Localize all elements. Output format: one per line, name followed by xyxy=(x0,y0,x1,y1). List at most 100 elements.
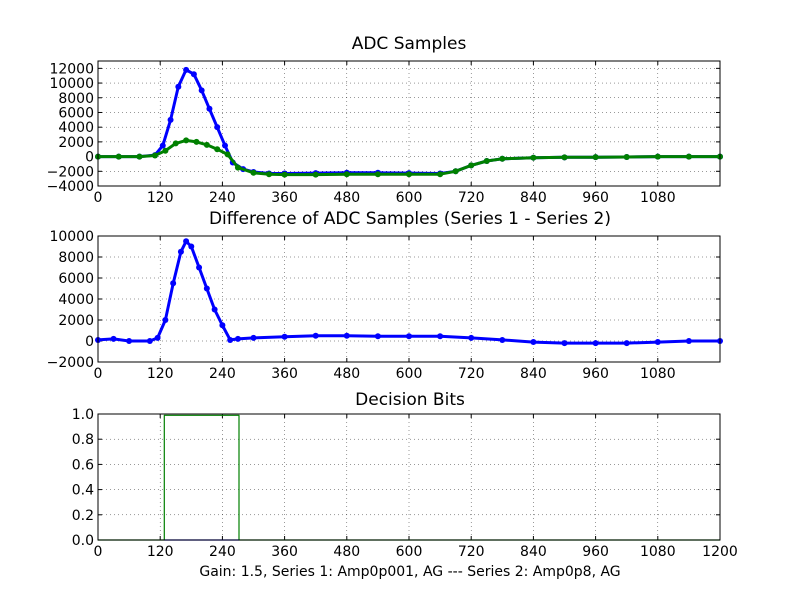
panel-3-xtick-label-840: 840 xyxy=(520,544,547,560)
panel-1-series-2-point-2 xyxy=(136,153,143,160)
panel-2-xtick-label-240: 240 xyxy=(209,366,236,382)
panel-2-ytick-label-6000: 6000 xyxy=(58,271,94,287)
panel-2-series-1-point-17 xyxy=(281,333,288,340)
panel-2-series-1-point-29 xyxy=(654,339,661,346)
panel-3-ytick-label-0m8: 0.8 xyxy=(72,432,94,448)
panel-2-series-1-point-6 xyxy=(170,280,177,287)
panel-1-series-1-point-10 xyxy=(206,105,213,112)
panel-1-series xyxy=(95,66,723,178)
panel-1-series-1-point-12 xyxy=(221,142,228,149)
panel-2-ticks: 0 120 240 360 480 600 720 840 960 1080−2000020004… xyxy=(47,229,720,382)
panel-2-series-1-point-5 xyxy=(162,317,169,323)
panel-2-series-1-point-20 xyxy=(374,333,381,340)
panel-2-xtick-label-600: 600 xyxy=(396,366,423,382)
panel-2-xtick-label-840: 840 xyxy=(520,366,547,382)
panel-3-ytick-label-0: 0.0 xyxy=(72,533,94,549)
panel-1-series-2-point-10 xyxy=(224,151,231,158)
panel-2-series-1-point-12 xyxy=(211,306,218,313)
panel-2-xtick-label-960: 960 xyxy=(582,366,609,382)
panel-1-series-2-point-16 xyxy=(343,171,350,178)
panel-2-xtick-label-0: 0 xyxy=(94,366,103,382)
panel-3-title: Decision Bits xyxy=(355,390,465,410)
panel-difference: Difference of ADC Samples (Series 1 - Se… xyxy=(47,209,723,382)
panel-1-series-2-point-13 xyxy=(266,171,273,178)
panel-3-ytick-label-1: 1.0 xyxy=(72,407,94,423)
panel-3-xtick-label-1080: 1080 xyxy=(640,544,676,560)
panel-3-xtick-label-240: 240 xyxy=(209,544,236,560)
panel-1-series-1-point-9 xyxy=(198,87,205,94)
panel-1-series-2-point-27 xyxy=(623,153,630,160)
panel-1-series-2-point-7 xyxy=(193,138,200,145)
panel-1-series-2-point-4 xyxy=(162,147,169,154)
panel-2-series-1-point-19 xyxy=(343,332,350,339)
panel-3-xtick-label-360: 360 xyxy=(271,544,298,560)
panel-1-xtick-label-600: 600 xyxy=(396,190,423,206)
panel-2-series-1-point-16 xyxy=(250,334,257,341)
panel-2-ytick-label-4000: 4000 xyxy=(58,292,94,308)
panel-1-series-2-point-18 xyxy=(406,171,412,178)
panel-1-ytick-label-4000: 4000 xyxy=(58,120,94,136)
panel-1-series-2-point-25 xyxy=(561,154,568,161)
panel-1-ytick-label-8000: 8000 xyxy=(58,91,94,107)
panel-2-series-1-point-9 xyxy=(188,243,195,250)
panel-2-xtick-label-720: 720 xyxy=(458,366,485,382)
panel-1-series-2-point-3 xyxy=(152,152,159,159)
panel-1-ytick-label-4000: −4000 xyxy=(47,179,94,195)
panel-2-ytick-label-2000: −2000 xyxy=(47,355,94,371)
panel-2-series-1-point-15 xyxy=(234,335,241,342)
panel-2-series-1-point-21 xyxy=(406,333,412,340)
panel-3-ytick-label-0m2: 0.2 xyxy=(72,508,94,524)
panel-2-series-1-point-8 xyxy=(183,238,190,245)
panel-1-xtick-label-240: 240 xyxy=(209,190,236,206)
panel-1-series-2-point-1 xyxy=(115,153,122,160)
panel-2-series-1-point-10 xyxy=(196,264,203,271)
panel-2-xtick-label-480: 480 xyxy=(333,366,360,382)
panel-3-ytick-label-0m4: 0.4 xyxy=(72,483,94,499)
panel-1-series-2-point-28 xyxy=(654,153,661,160)
panel-1-series-2-point-22 xyxy=(483,158,490,164)
panel-1-series-1-point-11 xyxy=(214,124,221,131)
panel-2-frame xyxy=(97,235,721,363)
panel-1-xtick-label-960: 960 xyxy=(582,190,609,206)
panel-2-series-1-point-2 xyxy=(126,338,133,344)
panel-adc-samples: ADC Samples 0 120 240 360 480 600 720 840 960 108… xyxy=(47,34,723,206)
panel-1-series-2-point-24 xyxy=(530,154,537,161)
panel-1-series-1-point-8 xyxy=(190,71,197,78)
panel-2-series-1-point-25 xyxy=(530,339,537,346)
panel-1-series-2-point-8 xyxy=(203,141,210,148)
panel-2-series-1-point-3 xyxy=(146,338,153,344)
panel-2-ytick-label-2000: 2000 xyxy=(58,313,94,329)
panel-1-series-1-point-5 xyxy=(167,116,174,123)
panel-1-ytick-label-12000: 12000 xyxy=(49,61,94,77)
panel-1-title: ADC Samples xyxy=(352,34,467,54)
panel-1-series-2-point-9 xyxy=(214,146,221,153)
panel-1-ytick-label-6000: 6000 xyxy=(58,105,94,121)
panel-1-series-2-point-12 xyxy=(250,169,257,176)
panel-2-series-1-point-7 xyxy=(177,248,184,255)
panel-1-series-2-point-11 xyxy=(234,164,241,171)
panel-3-xtick-label-120: 120 xyxy=(147,544,174,560)
panel-decision-bits: Decision Bits 0 120 240 360 480 600 720 840 960 1… xyxy=(72,390,738,580)
panel-1-xtick-label-840: 840 xyxy=(520,190,547,206)
panel-1-series-1-point-4 xyxy=(159,142,166,149)
panel-3-xtick-label-480: 480 xyxy=(333,544,360,560)
panel-2-title: Difference of ADC Samples (Series 1 - Se… xyxy=(209,209,611,229)
panel-1-series-1-point-7 xyxy=(183,66,190,73)
panel-1-series-2-point-15 xyxy=(312,171,319,178)
panel-2-series-1-point-13 xyxy=(219,322,226,329)
panel-2-series-1-point-30 xyxy=(685,338,692,344)
panel-2-series-1-point-1 xyxy=(110,335,117,342)
panel-2-ytick-label-8000: 8000 xyxy=(58,250,94,266)
panel-2-series-1-point-28 xyxy=(623,340,630,347)
panel-3-grid xyxy=(98,414,720,540)
panel-1-xtick-label-480: 480 xyxy=(333,190,360,206)
panel-1-series-2-point-20 xyxy=(452,168,459,175)
panel-1-series-2-point-19 xyxy=(437,171,444,178)
panel-1-series-2-point-17 xyxy=(374,171,381,178)
panel-2-series-1-point-14 xyxy=(227,336,234,343)
panel-1-series-1-point-6 xyxy=(175,83,182,90)
panel-1-xtick-label-120: 120 xyxy=(147,190,174,206)
panel-3-xtick-label-0: 0 xyxy=(94,544,103,560)
panel-3-xtick-label-720: 720 xyxy=(458,544,485,560)
